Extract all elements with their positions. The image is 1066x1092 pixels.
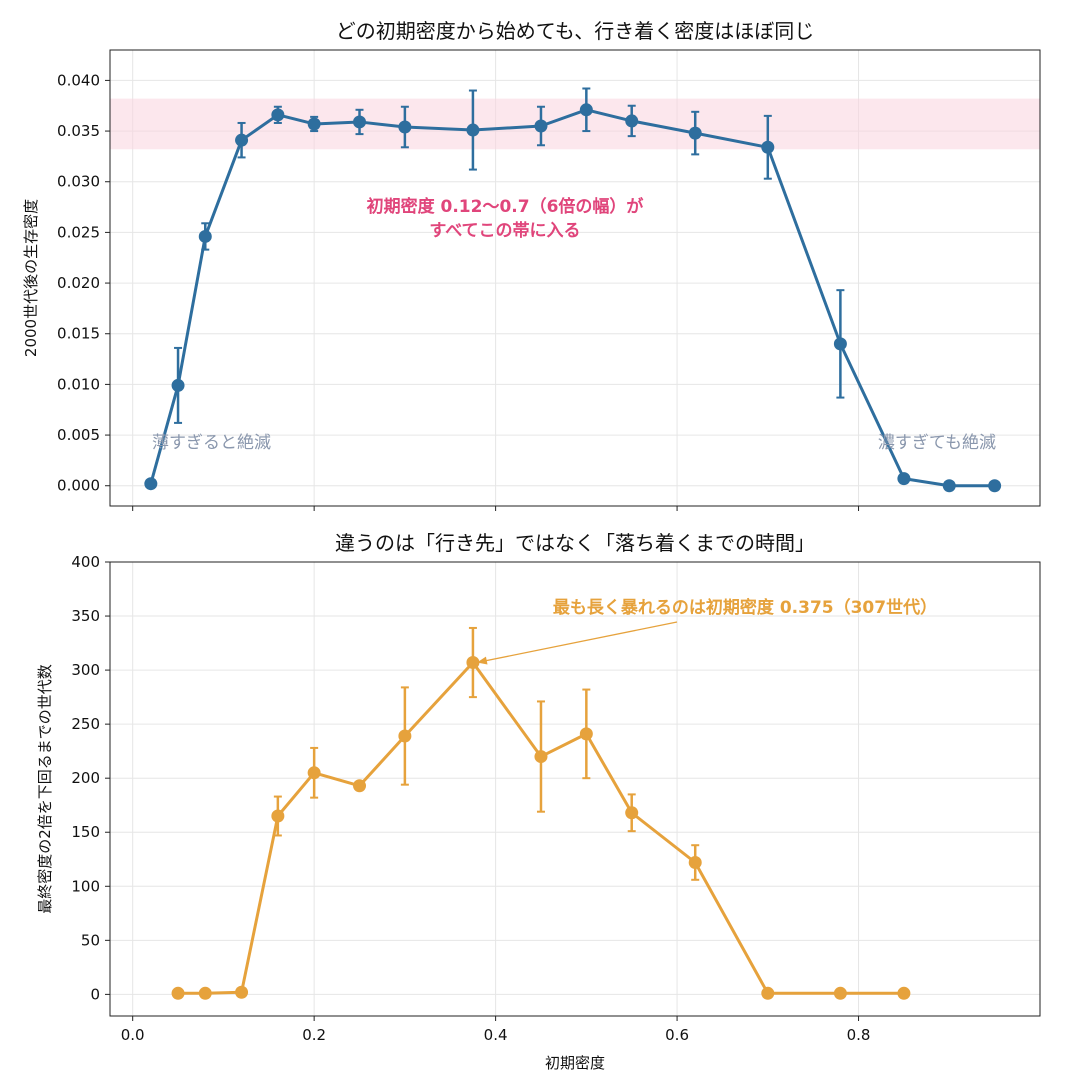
bottom-y-tick-label: 200 <box>71 769 100 787</box>
bottom-y-tick-label: 150 <box>71 823 100 841</box>
band-annotation-line1: 初期密度 0.12〜0.7（6倍の幅）が <box>367 196 644 217</box>
top-data-point <box>398 120 412 134</box>
top-chart: 0.000 0.005 0.010 0.015 0.020 0.025 0.030 0.035… <box>22 19 1041 511</box>
bottom-y-tick-label: 350 <box>71 607 100 625</box>
top-data-point <box>198 229 212 243</box>
bottom-data-point <box>625 806 639 820</box>
top-y-tick-label: 0.025 <box>57 223 100 241</box>
top-y-tick-label: 0.010 <box>57 375 100 393</box>
top-data-point <box>988 479 1002 493</box>
bottom-data-point <box>307 766 321 780</box>
top-data-point <box>235 133 249 147</box>
bottom-x-tick-label: 0.8 <box>847 1026 871 1044</box>
top-data-point <box>353 115 367 129</box>
top-data-point <box>761 140 775 154</box>
peak-annotation-label: 最も長く暴れるのは初期密度 0.375（307世代） <box>553 597 937 618</box>
top-data-point <box>307 117 321 131</box>
top-data-point <box>942 479 956 493</box>
bottom-plot-frame <box>109 561 1041 1017</box>
top-data-point <box>625 114 639 128</box>
bottom-data-point <box>897 986 911 1000</box>
top-data-point <box>833 337 847 351</box>
bottom-y-tick-label: 0 <box>90 985 100 1003</box>
top-series-line <box>149 108 995 488</box>
top-data-point <box>144 477 158 491</box>
bottom-y-tick-label: 250 <box>71 715 100 733</box>
bottom-x-tick-label: 0.2 <box>302 1026 326 1044</box>
top-y-tick-label: 0.005 <box>57 426 100 444</box>
bottom-y-tick-label: 100 <box>71 877 100 895</box>
bottom-data-point <box>171 986 185 1000</box>
top-data-point <box>171 378 185 392</box>
bottom-x-tick-label: 0.4 <box>484 1026 508 1044</box>
top-y-tick-label: 0.000 <box>57 477 100 495</box>
bottom-data-point <box>579 727 593 741</box>
bottom-data-point <box>353 779 367 793</box>
bottom-data-point <box>271 809 285 823</box>
bottom-data-point <box>466 656 480 670</box>
top-data-point <box>534 119 548 133</box>
bottom-data-layer <box>171 626 911 1000</box>
bottom-x-axis-title: 初期密度 <box>545 1054 605 1072</box>
bottom-data-point <box>688 856 702 870</box>
bottom-y-tick-label: 300 <box>71 661 100 679</box>
band-annotation-line2: すべてこの帯に入る <box>429 220 580 241</box>
bottom-ticks: 0 50 100 150 200 250 300 350 400 0.0 0.2 0.4 0.6 0.8 <box>71 553 870 1044</box>
top-y-tick-label: 0.030 <box>57 173 100 191</box>
top-y-tick-label: 0.020 <box>57 274 100 292</box>
bottom-data-point <box>833 986 847 1000</box>
top-y-tick-label: 0.035 <box>57 122 100 140</box>
peak-annotation-arrow <box>476 621 678 664</box>
bottom-data-point <box>534 750 548 764</box>
top-stable-band <box>110 98 1040 150</box>
bottom-data-point <box>235 985 249 999</box>
bottom-data-point <box>198 986 212 1000</box>
top-data-point <box>271 108 285 122</box>
bottom-y-tick-label: 400 <box>71 553 100 571</box>
bottom-x-tick-label: 0.0 <box>121 1026 145 1044</box>
bottom-chart-title: 違うのは「行き先」ではなく「落ち着くまでの時間」 <box>335 531 815 555</box>
top-plot-frame <box>109 49 1041 507</box>
top-data-point <box>579 103 593 117</box>
top-ticks: 0.000 0.005 0.010 0.015 0.020 0.025 0.030 0.035… <box>57 71 860 511</box>
peak-annotation-arrowhead <box>476 656 488 665</box>
left-extinction-label: 薄すぎると絶滅 <box>152 433 271 453</box>
bottom-data-point <box>398 729 412 743</box>
top-data-layer <box>144 87 1002 493</box>
top-y-tick-label: 0.040 <box>57 71 100 89</box>
bottom-y-axis-title: 最終密度の2倍を下回るまでの世代数 <box>36 664 54 914</box>
top-data-point <box>466 123 480 137</box>
top-chart-title: どの初期密度から始めても、行き着く密度はほぼ同じ <box>336 19 814 43</box>
top-data-point <box>897 472 911 486</box>
bottom-data-point <box>761 986 775 1000</box>
top-y-axis-title: 2000世代後の生存密度 <box>22 199 40 357</box>
right-extinction-label: 濃すぎても絶滅 <box>878 433 996 453</box>
top-y-tick-label: 0.015 <box>57 325 100 343</box>
bottom-y-tick-label: 50 <box>81 931 100 949</box>
bottom-x-tick-label: 0.6 <box>665 1026 689 1044</box>
top-data-point <box>688 126 702 140</box>
